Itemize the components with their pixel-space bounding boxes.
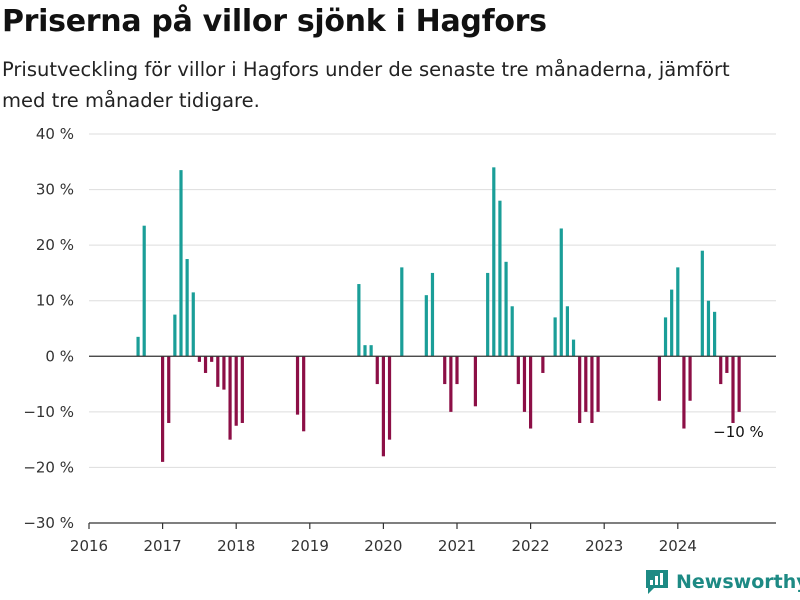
bar <box>663 317 668 357</box>
bar <box>559 228 563 357</box>
y-tick-label: 0 % <box>45 347 74 365</box>
bar <box>375 356 379 385</box>
bar <box>197 356 201 362</box>
bar <box>191 292 195 357</box>
bar <box>670 289 674 357</box>
y-tick-label: 20 % <box>36 236 74 254</box>
y-axis-labels: −30 % −20 % −10 % 0 % 10 % 20 % 30 % 40 % <box>23 125 74 532</box>
last-value-label: −10 % <box>713 423 764 441</box>
bar <box>387 356 392 440</box>
bar <box>302 356 306 432</box>
x-tick-label: 2018 <box>217 537 255 555</box>
bar <box>210 356 214 362</box>
y-tick-label: 10 % <box>36 292 74 310</box>
bar <box>516 356 520 385</box>
bar <box>522 356 527 412</box>
bar <box>363 345 367 357</box>
bar <box>713 311 717 357</box>
x-tick-label: 2023 <box>585 537 623 555</box>
bar <box>295 356 300 415</box>
bar <box>682 356 686 429</box>
bar <box>161 356 165 462</box>
bar <box>578 356 582 423</box>
y-tick-label: −10 % <box>23 403 74 421</box>
bar <box>228 356 232 440</box>
bar <box>443 356 447 385</box>
bar <box>510 306 514 357</box>
bar <box>167 356 171 423</box>
bar <box>571 339 576 357</box>
bar <box>357 284 361 357</box>
bar <box>541 356 545 373</box>
brand-name: Newsworthy <box>676 571 800 593</box>
x-tick-label: 2022 <box>512 537 550 555</box>
bar <box>424 295 428 357</box>
x-tick-label: 2021 <box>438 537 476 555</box>
bar <box>400 267 404 357</box>
chart-subtitle: Prisutveckling för villor i Hagfors unde… <box>2 58 730 112</box>
bar <box>136 336 140 357</box>
bar <box>369 345 373 357</box>
bar <box>596 356 600 412</box>
bar <box>449 356 453 412</box>
axes <box>89 355 776 524</box>
bar <box>553 317 557 357</box>
brand-logo: Newsworthy <box>644 568 800 596</box>
bar <box>584 356 588 412</box>
bar <box>725 356 729 373</box>
bar <box>473 356 477 407</box>
bar <box>719 356 723 385</box>
bar <box>142 225 146 357</box>
bar <box>700 250 704 357</box>
x-tick-label: 2017 <box>144 537 182 555</box>
x-tick-label: 2019 <box>291 537 329 555</box>
bar <box>737 356 741 412</box>
bar <box>498 200 502 357</box>
bar <box>455 356 459 385</box>
bar <box>688 356 692 401</box>
newsworthy-logo-icon <box>646 570 668 594</box>
bar <box>222 356 226 390</box>
bar <box>173 314 177 357</box>
x-tick-label: 2024 <box>659 537 697 555</box>
x-axis-labels: 2016 2017 2018 2019 2020 2021 2022 2023 2024 <box>70 523 697 555</box>
chart-title: Priserna på villor sjönk i Hagfors <box>2 4 547 39</box>
bar <box>179 170 183 357</box>
x-tick-label: 2016 <box>70 537 108 555</box>
bar <box>185 259 189 357</box>
bar <box>216 356 220 387</box>
bar <box>240 356 244 423</box>
bar <box>486 272 490 357</box>
y-tick-label: −20 % <box>23 458 74 476</box>
bar <box>430 272 435 357</box>
bar <box>234 356 238 426</box>
y-tick-label: 30 % <box>36 181 74 199</box>
y-tick-label: 40 % <box>36 125 74 143</box>
bar <box>381 356 385 457</box>
y-tick-label: −30 % <box>23 514 74 532</box>
bar <box>529 356 533 429</box>
x-tick-label: 2020 <box>364 537 402 555</box>
bar <box>504 261 508 357</box>
bar <box>590 356 594 423</box>
bar <box>731 356 735 423</box>
bar <box>203 356 208 373</box>
bar <box>492 167 496 357</box>
bar <box>706 300 711 357</box>
bar <box>676 267 680 357</box>
bars <box>136 167 741 462</box>
bar <box>657 356 661 401</box>
annotations: −10 % <box>713 423 764 441</box>
bar <box>565 306 569 357</box>
